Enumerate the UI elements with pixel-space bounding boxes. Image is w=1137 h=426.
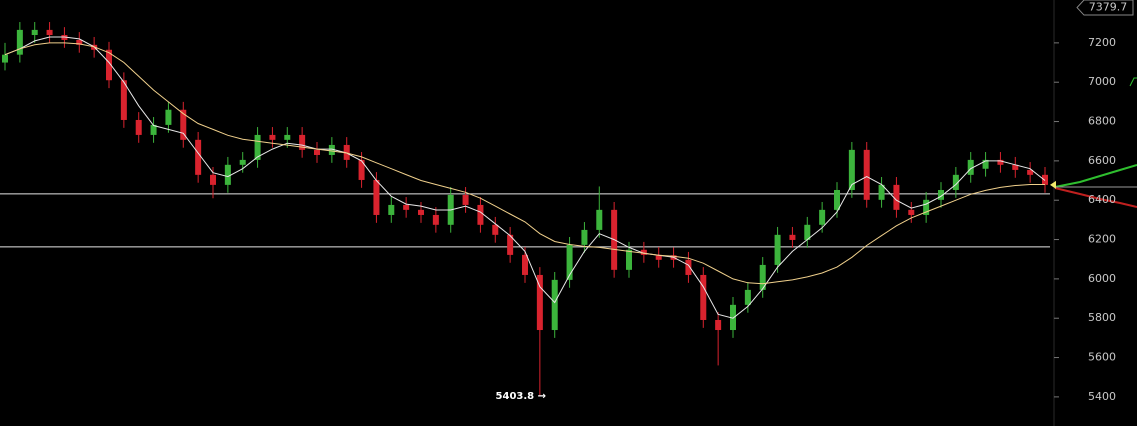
candle-body [284, 134, 291, 140]
candle-body [180, 109, 187, 140]
candle-body [640, 249, 647, 255]
candle-body [2, 54, 8, 63]
projection-up [1054, 164, 1137, 188]
candle-body [730, 304, 736, 331]
candle-body [893, 184, 900, 210]
candle-body [819, 209, 826, 225]
candle-body [120, 80, 127, 120]
candle-body [685, 259, 692, 275]
candle-body [1012, 164, 1019, 170]
candle-body [923, 199, 930, 215]
candle-body [715, 319, 722, 331]
y-tick-label: 6600 [1088, 154, 1116, 167]
y-tick-label: 6400 [1088, 193, 1116, 206]
low-label: 5403.8 → [496, 391, 546, 402]
candle-body [254, 134, 261, 160]
candle-body [551, 279, 558, 331]
candle-body [522, 254, 528, 275]
y-tick-label: 5800 [1088, 311, 1116, 324]
y-tick-label: 6800 [1088, 115, 1116, 128]
candle-body [165, 109, 172, 125]
candle-body [700, 274, 707, 320]
candle-body [952, 174, 959, 190]
y-tick-label: 5600 [1088, 351, 1116, 364]
candle-body [150, 124, 157, 135]
candle-body [863, 149, 870, 200]
y-tick-label: 7200 [1088, 36, 1116, 49]
candle-body [759, 264, 766, 290]
candle-body [581, 229, 588, 245]
candle-body [403, 204, 410, 210]
candle-body [16, 29, 23, 55]
candle-body [967, 159, 974, 175]
candle-body [982, 159, 989, 169]
candle-body [908, 209, 915, 215]
candle-body [106, 49, 112, 81]
candle-body [462, 194, 469, 205]
candle-body [596, 209, 603, 230]
candle-body [492, 224, 499, 235]
candle-body [388, 204, 395, 215]
candle-body [299, 134, 306, 150]
edge-icon [1129, 77, 1137, 87]
candle-body [328, 144, 335, 155]
moving-average [4, 42, 1045, 285]
candle-body [566, 244, 573, 280]
y-tick-label: 6200 [1088, 233, 1116, 246]
candle-body [744, 289, 751, 305]
candle-body [655, 254, 662, 260]
candle-body [536, 274, 543, 331]
candle-body [314, 149, 320, 155]
candle-body [418, 209, 424, 215]
y-tick-label: 7000 [1088, 75, 1116, 88]
candle-body [626, 249, 632, 270]
candle-body [774, 234, 781, 265]
candle-body [239, 159, 246, 165]
candle-body [46, 29, 53, 36]
candle-body [31, 29, 38, 36]
y-tick-label: 5400 [1088, 390, 1116, 403]
candle-body [507, 234, 514, 255]
candle-body [224, 164, 231, 185]
candle-body [373, 179, 380, 215]
candle-body [343, 144, 350, 160]
candle-body [358, 159, 365, 180]
price-tag-box [1076, 0, 1134, 16]
projection-down [1054, 187, 1137, 208]
candle-body [834, 189, 840, 210]
candle-body [135, 119, 142, 135]
candle-body [76, 39, 83, 45]
candle-body [848, 149, 855, 190]
candle-body [878, 184, 885, 200]
moving-average [4, 36, 1046, 319]
candle-body [269, 134, 276, 140]
last-price-marker [1050, 180, 1056, 189]
price-tag: 7379.7 [1089, 1, 1128, 14]
candle-body [997, 159, 1004, 165]
candle-body [477, 204, 484, 225]
candle-body [195, 139, 202, 175]
candle-body [789, 234, 796, 240]
y-tick-label: 6000 [1088, 272, 1116, 285]
candle-body [938, 189, 944, 200]
candle-body [1027, 169, 1034, 175]
candle-body [210, 174, 216, 185]
candle-body [432, 214, 439, 225]
candle-body [1042, 174, 1048, 185]
candle-body [804, 224, 811, 240]
